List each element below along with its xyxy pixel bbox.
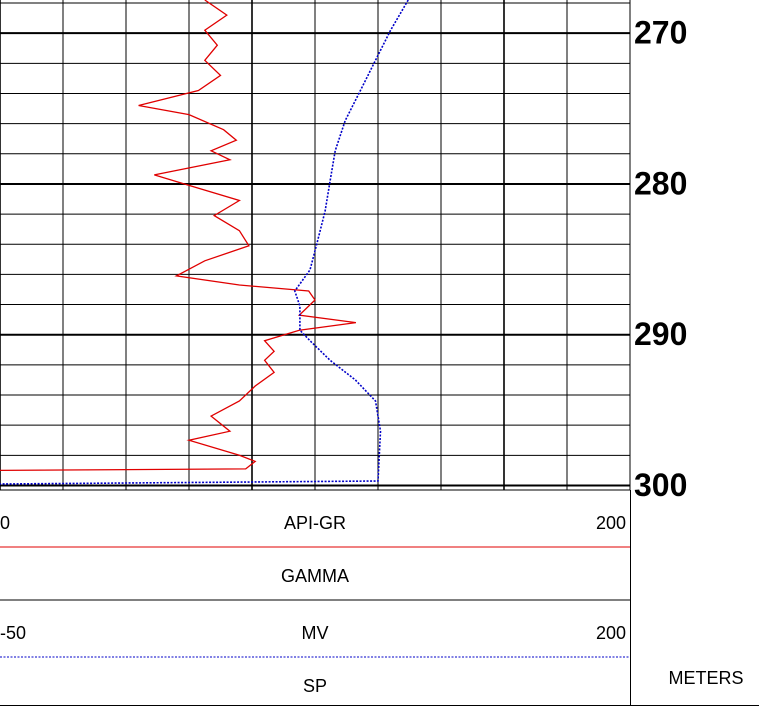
curve-unit: API-GR bbox=[284, 513, 346, 533]
curve-name: GAMMA bbox=[281, 566, 349, 586]
curve-unit: MV bbox=[302, 623, 329, 643]
depth-label: 290 bbox=[634, 316, 687, 352]
depth-label: 280 bbox=[634, 165, 687, 201]
header-frame bbox=[0, 490, 759, 706]
scale-min: 0 bbox=[0, 513, 10, 533]
log-curve bbox=[0, 0, 409, 485]
depth-label: 300 bbox=[634, 467, 687, 503]
scale-max: 200 bbox=[596, 513, 626, 533]
scale-min: -50 bbox=[0, 623, 26, 643]
scale-max: 200 bbox=[596, 623, 626, 643]
depth-label: 270 bbox=[634, 15, 687, 51]
depth-unit: METERS bbox=[668, 668, 743, 688]
log-curve bbox=[0, 0, 356, 472]
curve-name: SP bbox=[303, 676, 327, 696]
